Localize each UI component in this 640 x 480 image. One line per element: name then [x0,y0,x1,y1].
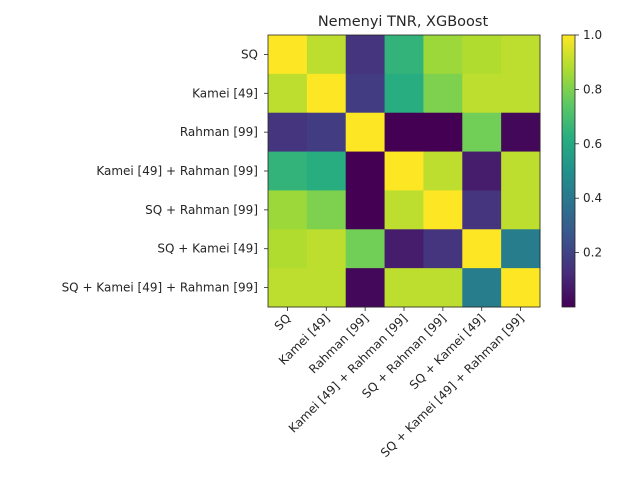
heatmap-cell-r4-c5 [462,190,502,230]
heatmap-cell-r3-c4 [423,151,463,191]
colorbar-ticks: 0.2 0.4 0.6 0.8 1.0 [575,28,602,260]
heatmap-cell-r4-c4 [423,190,463,230]
heatmap-cell-r5-c1 [306,229,347,269]
heatmap-cell-r5-c0 [268,229,308,269]
row-label: Rahman [99] [180,125,258,139]
heatmap-cell-r4-c6 [501,190,541,230]
heatmap-cell-r6-c3 [384,268,424,308]
heatmap-cell-r3-c3 [384,151,424,191]
row-labels: SQ Kamei [49] Rahman [99] Kamei [49] + Rahm… [62,47,268,295]
heatmap-cell-r0-c6 [501,35,541,75]
colorbar-tick-label: 0.2 [583,246,602,260]
heatmap-cell-r4-c0 [268,190,308,230]
heatmap-cell-r1-c2 [345,73,386,114]
heatmap-cell-r0-c0 [268,35,308,75]
heatmap-cell-r1-c5 [462,73,502,114]
heatmap-cell-r0-c4 [423,35,463,75]
row-label: SQ [241,47,258,61]
colorbar [561,34,576,308]
heatmap-cell-r2-c6 [501,112,541,153]
heatmap-cell-r4-c3 [384,190,424,230]
heatmap-cell-r0-c1 [306,35,347,75]
heatmap-cell-r2-c4 [423,112,463,153]
heatmap-cell-r0-c3 [384,35,424,75]
colorbar-tick-label: 0.6 [583,137,602,151]
chart-title: Nemenyi TNR, XGBoost [318,14,489,30]
colorbar-tick-label: 0.8 [583,82,602,96]
heatmap-cell-r1-c3 [384,73,424,114]
heatmap-cell-r0-c5 [462,35,502,75]
heatmap-cell-r6-c6 [501,268,541,308]
heatmap-cell-r5-c6 [501,229,541,269]
heatmap-cell-r5-c4 [423,229,463,269]
heatmap-cell-r1-c6 [501,73,541,114]
heatmap-cell-r3-c6 [501,151,541,191]
heatmap-cells [268,35,541,308]
heatmap-cell-r0-c2 [345,35,386,75]
heatmap-frame [267,34,541,308]
heatmap-cell-r5-c3 [384,229,424,269]
heatmap-cell-r2-c2 [345,112,386,153]
row-label: Kamei [49] [192,86,258,100]
heatmap-cell-r3-c1 [306,151,347,191]
heatmap-cell-r1-c1 [306,73,347,114]
heatmap-cell-r6-c1 [306,268,347,308]
heatmap-cell-r6-c2 [345,268,386,308]
heatmap-cell-r3-c2 [345,151,386,191]
row-label: Kamei [49] + Rahman [99] [96,164,258,178]
heatmap-cell-r1-c4 [423,73,463,114]
heatmap-cell-r5-c2 [345,229,386,269]
column-label: SQ + Kamei [49] + Rahman [99] [378,311,527,460]
heatmap-cell-r4-c2 [345,190,386,230]
colorbar-tick-label: 1.0 [583,28,602,42]
heatmap-cell-r2-c1 [306,112,347,153]
colorbar-tick-label: 0.4 [583,191,602,205]
heatmap-cell-r2-c3 [384,112,424,153]
heatmap-cell-r5-c5 [462,229,502,269]
row-label: SQ + Kamei [49] + Rahman [99] [62,281,258,295]
column-label: SQ [272,311,294,333]
heatmap-cell-r6-c4 [423,268,463,308]
heatmap-cell-r6-c0 [268,268,308,308]
heatmap-cell-r4-c1 [306,190,347,230]
heatmap-cell-r3-c0 [268,151,308,191]
row-label: SQ + Rahman [99] [145,203,258,217]
row-label: SQ + Kamei [49] [157,242,258,256]
heatmap-cell-r1-c0 [268,73,308,114]
heatmap-cell-r3-c5 [462,151,502,191]
heatmap-cell-r2-c0 [268,112,308,153]
heatmap-cell-r6-c5 [462,268,502,308]
heatmap-cell-r2-c5 [462,112,502,153]
